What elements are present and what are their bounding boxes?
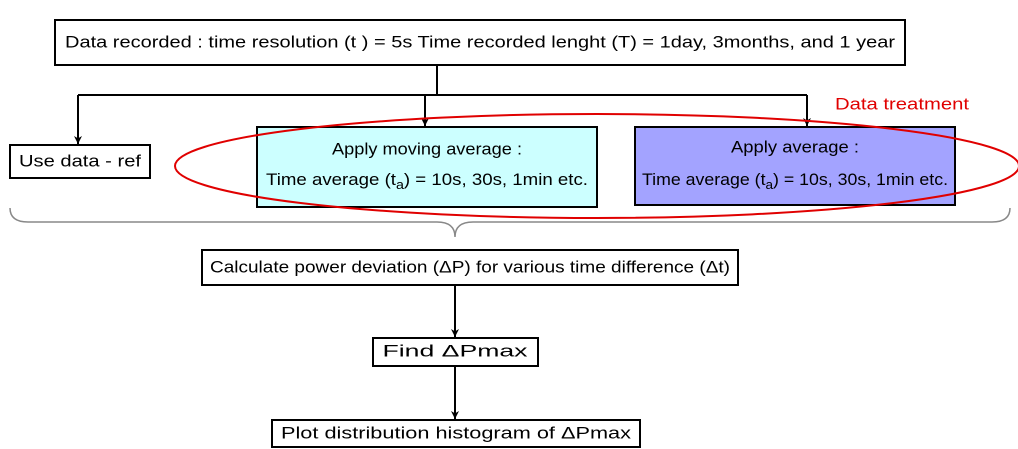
moving-average-box — [256, 126, 598, 208]
data-recorded-label: Data recorded : time resolution (t ) = 5… — [65, 32, 895, 51]
use-data-box — [9, 144, 151, 179]
detail-suffix: ) = 10s, 30s, 1min etc. — [773, 170, 948, 189]
detail-suffix: ) = 10s, 30s, 1min etc. — [404, 170, 588, 189]
detail-subscript: a — [766, 177, 774, 192]
find-label: Find ΔPmax — [383, 341, 529, 360]
plot-label: Plot distribution histogram of ΔPmax — [281, 423, 632, 442]
moving-average-title: Apply moving average : — [332, 139, 522, 158]
find-box — [372, 337, 539, 367]
data-treatment-ellipse — [174, 113, 1018, 219]
detail-prefix: Time average (t — [642, 170, 766, 189]
connector — [78, 65, 807, 96]
moving-average-detail: Time average (t a) = 10s, 30s, 1min etc. — [266, 170, 588, 192]
use-data-label: Use data - ref — [19, 151, 141, 170]
calculate-box — [201, 249, 739, 286]
data-treatment-label: Data treatment — [835, 94, 969, 113]
average-detail: Time average (t a) = 10s, 30s, 1min etc. — [642, 170, 948, 192]
plot-box — [271, 419, 641, 448]
detail-subscript: a — [396, 177, 405, 192]
brace — [9, 207, 1011, 238]
average-title: Apply average : — [731, 137, 859, 156]
average-box — [634, 126, 956, 206]
calculate-label: Calculate power deviation (ΔP) for vario… — [210, 257, 730, 276]
detail-prefix: Time average (t — [266, 170, 396, 189]
data-recorded-box — [54, 19, 906, 66]
